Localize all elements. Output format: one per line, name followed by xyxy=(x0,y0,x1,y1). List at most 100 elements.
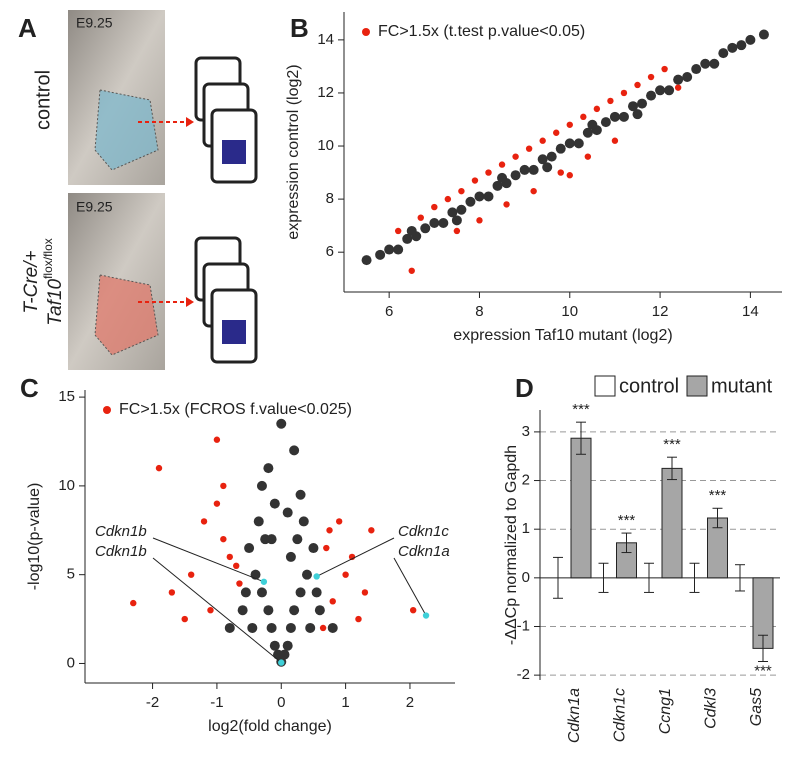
point xyxy=(236,580,243,587)
chip-array xyxy=(222,140,246,164)
y-axis-label: expression control (log2) xyxy=(285,64,302,239)
y-tick-label: 0 xyxy=(522,569,530,586)
point xyxy=(282,507,293,518)
point xyxy=(593,105,601,113)
chip-array xyxy=(222,320,246,344)
gene-name: Taf10 xyxy=(45,278,66,325)
point xyxy=(557,169,564,176)
point xyxy=(181,615,188,623)
legend-marker xyxy=(362,28,370,36)
point xyxy=(326,527,333,534)
superscript: flox/flox xyxy=(41,238,55,279)
y-tick-label: 8 xyxy=(326,190,334,207)
annotation-label: Cdkn1c xyxy=(398,523,449,540)
point xyxy=(634,81,641,89)
point xyxy=(587,119,598,130)
significance-label: *** xyxy=(709,487,727,504)
point xyxy=(233,562,240,569)
point xyxy=(582,127,593,138)
significance-label: *** xyxy=(663,436,681,453)
y-tick-label: 14 xyxy=(317,31,334,48)
point xyxy=(279,649,290,660)
point xyxy=(429,217,440,228)
point xyxy=(700,58,711,69)
point xyxy=(682,72,693,83)
point xyxy=(200,518,208,525)
point xyxy=(525,145,533,152)
point xyxy=(758,29,769,40)
point xyxy=(664,85,675,96)
legend-swatch xyxy=(594,375,616,397)
point xyxy=(285,622,296,633)
x-tick-label: 0 xyxy=(277,694,285,711)
point xyxy=(451,215,462,226)
legend-marker xyxy=(103,406,111,414)
x-tick-label: 10 xyxy=(561,303,578,320)
point xyxy=(539,137,546,144)
point xyxy=(269,640,280,651)
point xyxy=(709,58,720,69)
y-tick-label: 12 xyxy=(317,84,334,101)
point xyxy=(266,622,277,633)
y-tick-label: 2 xyxy=(522,472,530,489)
point xyxy=(453,227,461,235)
legend-label: FC>1.5x (t.test p.value<0.05) xyxy=(378,23,585,40)
highlight-point xyxy=(313,573,320,580)
panel-label: A xyxy=(18,13,37,43)
point xyxy=(646,90,657,101)
point xyxy=(673,74,684,85)
point xyxy=(691,64,702,75)
annotation-label: Cdkn1a xyxy=(398,543,450,560)
y-tick-label: 3 xyxy=(522,423,530,440)
bar xyxy=(661,467,683,579)
point xyxy=(302,569,312,580)
y-tick-label: 15 xyxy=(58,388,75,405)
point xyxy=(240,587,251,598)
point xyxy=(295,587,306,598)
point xyxy=(409,606,417,614)
point xyxy=(483,191,494,202)
point xyxy=(503,201,510,208)
x-axis-label: expression Taf10 mutant (log2) xyxy=(453,327,672,344)
point xyxy=(402,233,413,244)
point xyxy=(289,605,300,616)
point xyxy=(573,138,584,149)
point xyxy=(187,571,195,578)
annotation-label: Cdkn1b xyxy=(95,543,147,560)
panel-label: B xyxy=(290,13,309,43)
point xyxy=(244,543,255,554)
panel-a: A E9.25 E9.25 control T-Cre/+ Taf10flox/… xyxy=(18,10,258,370)
arrowhead xyxy=(186,297,194,307)
point xyxy=(368,527,375,534)
point xyxy=(661,65,668,73)
condition-label: control xyxy=(32,70,54,130)
point xyxy=(471,177,479,184)
point xyxy=(566,121,573,128)
point xyxy=(512,153,519,160)
point xyxy=(497,172,508,183)
x-tick-label: Cdkn1a xyxy=(566,688,583,743)
point xyxy=(553,129,560,136)
significance-label: *** xyxy=(572,401,590,418)
point xyxy=(247,622,258,633)
point xyxy=(584,153,592,160)
point xyxy=(207,606,214,614)
point xyxy=(168,589,176,596)
point xyxy=(311,587,322,598)
point xyxy=(361,589,369,596)
x-axis-label: log2(fold change) xyxy=(208,718,332,735)
point xyxy=(456,204,467,215)
point xyxy=(282,640,293,651)
point xyxy=(542,162,553,173)
point xyxy=(256,587,267,598)
point xyxy=(263,463,274,474)
x-tick-label: -1 xyxy=(210,694,223,711)
point xyxy=(474,191,485,202)
point xyxy=(609,111,620,122)
point xyxy=(256,480,267,491)
point xyxy=(289,445,300,456)
point xyxy=(465,196,476,207)
highlight-point xyxy=(260,578,268,585)
point xyxy=(745,34,756,45)
point xyxy=(130,599,137,607)
